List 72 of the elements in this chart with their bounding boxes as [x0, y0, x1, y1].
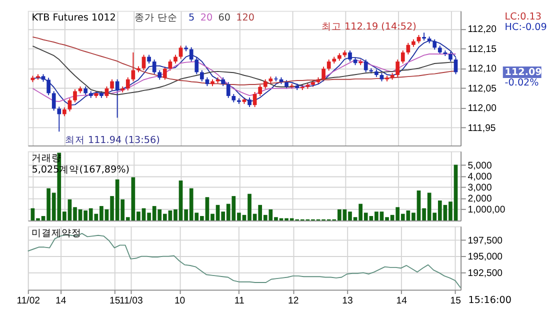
candlestick: [142, 54, 146, 71]
line-series: [32, 46, 456, 96]
text: 20: [200, 12, 213, 24]
candlestick: [68, 98, 72, 112]
candlestick: [158, 70, 162, 80]
candlestick: [189, 46, 194, 62]
candlestick: [348, 50, 352, 62]
candlestick: [73, 88, 77, 103]
y-tick-label: 3,000: [468, 182, 492, 194]
candlestick: [131, 52, 136, 82]
candlestick: [110, 78, 114, 91]
y-tick-label: 5,000: [468, 160, 492, 172]
candlestick: [252, 92, 257, 108]
y-tick-label: 111,95: [468, 123, 496, 134]
candlestick: [194, 57, 199, 75]
text: 60: [218, 12, 231, 24]
y-tick-label: 112,10: [468, 64, 496, 75]
text: 112.09: [504, 67, 542, 78]
chart-title: 미결제약정: [32, 228, 82, 239]
x-tick-label: 10: [174, 296, 186, 307]
candlestick: [326, 59, 331, 72]
annotation: 최저 111.94 (13:56): [64, 135, 160, 146]
candlestick: [248, 97, 252, 108]
x-tick-label: 11/03: [119, 296, 143, 307]
x-tick-label: 14: [55, 296, 67, 307]
x-tick-label: 15: [450, 296, 461, 307]
candlestick: [400, 50, 405, 64]
x-tick-label: 13: [342, 296, 353, 307]
x-tick-label: 11: [234, 296, 244, 307]
candlestick: [396, 59, 400, 78]
candlestick: [364, 59, 368, 73]
candlestick: [104, 86, 109, 98]
candlestick: [126, 76, 130, 91]
text: 15:16:00: [468, 295, 512, 306]
candlestick: [152, 59, 156, 75]
candlestick: [52, 90, 56, 112]
candlestick: [57, 106, 62, 132]
candlestick: [162, 66, 167, 80]
y-tick-label: 112,05: [468, 83, 496, 94]
candlestick: [258, 84, 262, 96]
y-tick-label: 1,000,00: [468, 204, 506, 216]
y-tick-label: 112,20: [468, 24, 496, 36]
x-tick-label: 11/02: [16, 296, 40, 307]
candlestick: [406, 42, 410, 55]
y-tick-label: 197,500: [468, 235, 503, 246]
y-tick-label: 192,500: [468, 268, 503, 280]
text: -0.02%: [504, 78, 539, 89]
candlestick: [46, 77, 50, 96]
y-tick-label: 4,000: [468, 171, 492, 182]
candlestick: [178, 45, 183, 60]
candlestick: [115, 78, 120, 118]
candlestick: [432, 38, 437, 50]
candlestick: [200, 70, 204, 82]
x-tick-label: 15: [110, 296, 120, 307]
candlestick: [226, 82, 230, 98]
x-tick-label: 12: [288, 296, 299, 307]
legend-title: 종가 단순: [134, 12, 178, 24]
annotation: 최고 112.19 (14:52): [321, 22, 416, 33]
text: 120: [236, 12, 254, 24]
chart-title: KTB Futures 1012: [32, 12, 116, 24]
text: 5: [188, 12, 195, 24]
y-tick-label: 112,15: [468, 44, 496, 55]
candlestick: [263, 78, 268, 90]
y-tick-label: 112,00: [468, 103, 496, 114]
x-tick-label: 14: [396, 296, 408, 307]
text: LC:0.13: [504, 12, 542, 22]
candlestick: [448, 52, 452, 62]
text: HC:-0.09: [504, 22, 547, 34]
y-tick-label: 2,000: [468, 194, 492, 205]
y-tick-label: 195,000: [468, 252, 503, 263]
candlestick: [322, 66, 326, 82]
candlestick: [454, 57, 458, 75]
